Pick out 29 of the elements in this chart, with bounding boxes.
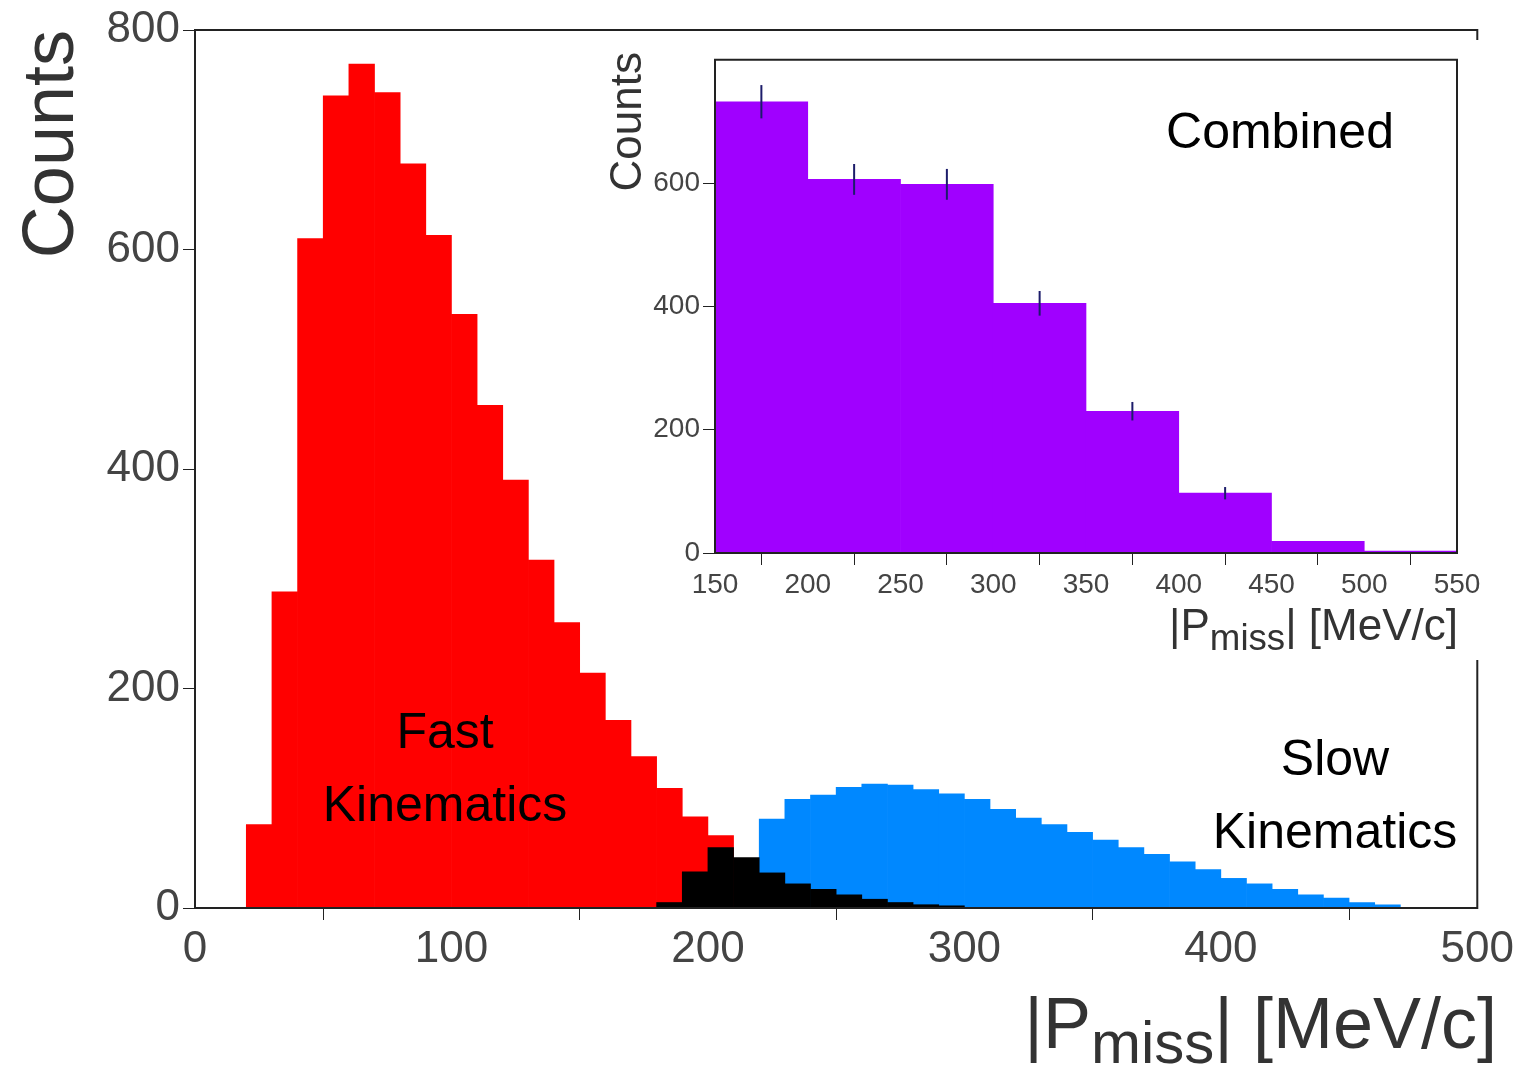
y-axis-title: Counts	[601, 52, 650, 192]
y-tick-label: 0	[684, 535, 700, 567]
x-tick-label: 200	[784, 567, 832, 599]
x-tick-label: 350	[1062, 567, 1110, 599]
y-tick-label: 600	[106, 221, 180, 271]
y-tick-label: 200	[653, 412, 700, 444]
x-tick-label: 400	[1184, 921, 1258, 971]
x-tick-label: 550	[1433, 567, 1481, 599]
x-axis-title: |P$_{miss}$| [MeV/c]	[1169, 599, 1458, 658]
annotation: Combined	[1165, 102, 1395, 161]
y-axis-title: Counts	[8, 30, 88, 259]
x-tick-label: 100	[414, 921, 489, 971]
y-tick-label: 0	[155, 880, 180, 930]
x-tick-label: 300	[969, 567, 1017, 599]
y-tick-label: 400	[653, 289, 700, 321]
annotation: Fast Kinematics	[321, 702, 569, 834]
x-tick-label: 450	[1248, 567, 1295, 599]
y-tick-label: 800	[106, 2, 180, 52]
x-tick-label: 300	[927, 921, 1002, 971]
x-tick-label: 250	[877, 567, 924, 599]
x-tick-label: 400	[1155, 567, 1203, 599]
x-tick-label: 500	[1340, 567, 1388, 599]
y-tick-label: 400	[106, 441, 180, 491]
x-tick-label: 500	[1440, 921, 1514, 971]
annotation: Slow Kinematics	[1211, 729, 1459, 861]
y-tick-label: 200	[106, 660, 180, 710]
y-tick-label: 600	[653, 165, 700, 197]
x-axis-title: |P$_{miss}$| [MeV/c]	[1024, 982, 1497, 1076]
x-tick-label: 150	[691, 567, 739, 599]
